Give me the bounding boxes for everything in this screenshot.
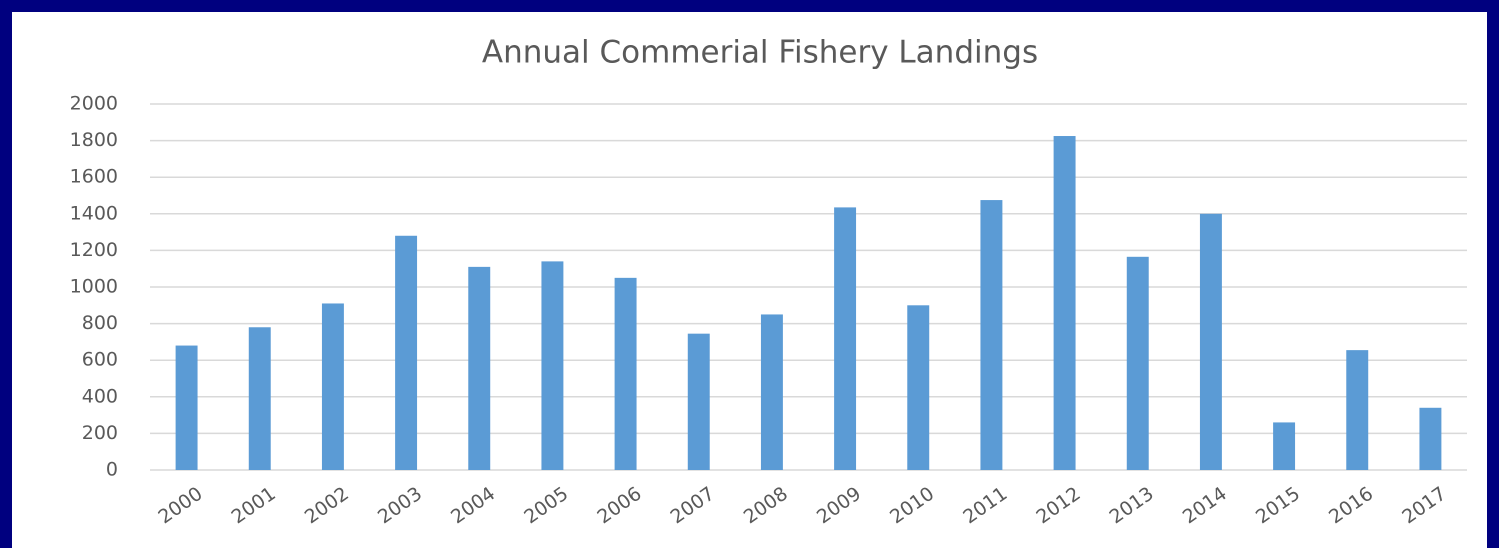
y-tick-label: 1600 xyxy=(70,166,118,188)
bar xyxy=(1273,422,1296,470)
y-tick-label: 2000 xyxy=(70,93,118,115)
y-tick-label: 1400 xyxy=(70,202,118,224)
bar xyxy=(760,314,783,470)
bar xyxy=(614,277,637,470)
y-tick-label: 800 xyxy=(82,312,118,334)
y-tick-label: 1000 xyxy=(70,276,118,298)
y-tick-label: 400 xyxy=(82,385,118,407)
y-tick-label: 600 xyxy=(82,349,118,371)
chart-area xyxy=(12,12,1487,548)
bar xyxy=(321,303,344,470)
bar xyxy=(1199,213,1222,471)
bar xyxy=(541,261,564,470)
y-tick-label: 200 xyxy=(82,422,118,444)
y-tick-label: 0 xyxy=(106,459,118,481)
bar xyxy=(248,327,271,470)
bar xyxy=(834,207,857,470)
y-tick-label: 1200 xyxy=(70,239,118,261)
bar xyxy=(468,266,491,470)
bar xyxy=(687,333,710,470)
bar xyxy=(1126,256,1149,470)
y-tick-label: 1800 xyxy=(70,129,118,151)
bar xyxy=(1053,136,1076,470)
bar xyxy=(1419,407,1442,470)
bar xyxy=(1346,350,1369,470)
chart-title: Annual Commerial Fishery Landings xyxy=(482,35,1038,71)
bar xyxy=(395,235,418,470)
bar xyxy=(980,200,1003,470)
bar xyxy=(907,305,930,470)
bar xyxy=(175,345,198,470)
